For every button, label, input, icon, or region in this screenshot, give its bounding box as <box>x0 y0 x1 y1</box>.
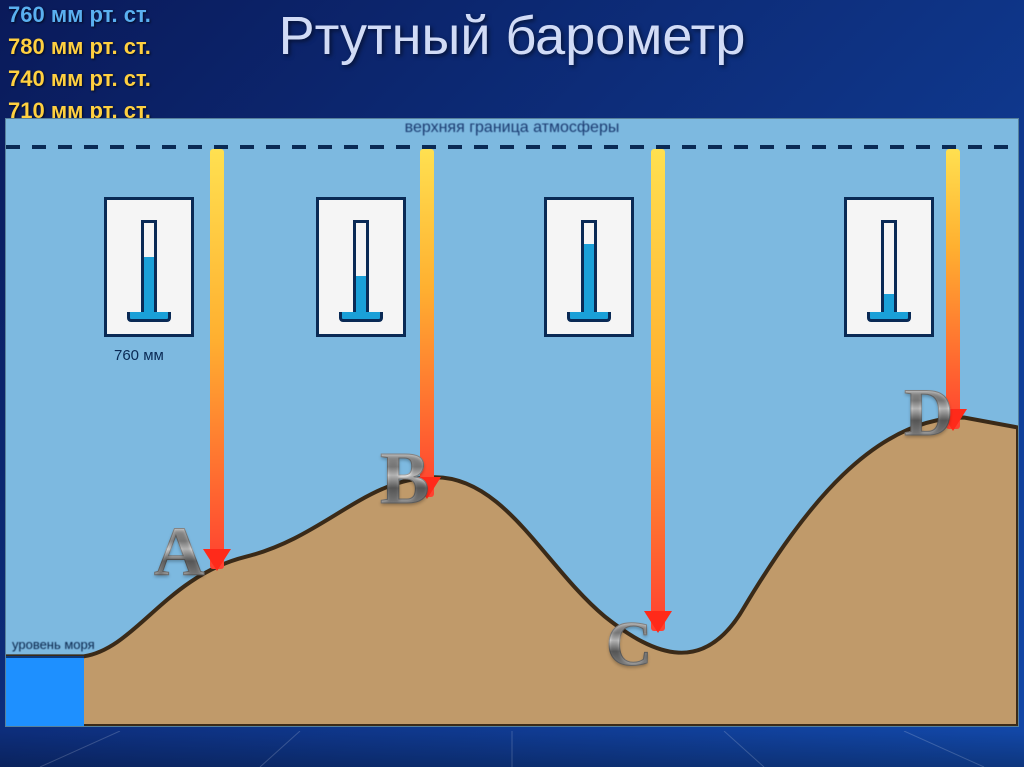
pressure-arrow-C <box>651 149 665 631</box>
list-item[interactable]: 760 мм рт. ст. <box>8 2 151 28</box>
barometer-D <box>844 197 934 337</box>
barometer-C <box>544 197 634 337</box>
barometer-B <box>316 197 406 337</box>
atmosphere-boundary-line <box>6 145 1018 149</box>
diagram-area: верхняя граница атмосферы уровень моря 7… <box>5 118 1019 727</box>
list-item[interactable]: 740 мм рт. ст. <box>8 66 151 92</box>
floor-reflection <box>0 731 1024 767</box>
sea-level-label: уровень моря <box>12 637 95 652</box>
point-label-A: A <box>154 513 205 593</box>
list-item[interactable]: 780 мм рт. ст. <box>8 34 151 60</box>
atmosphere-boundary-label: верхняя граница атмосферы <box>405 119 620 137</box>
point-label-B: B <box>380 437 429 522</box>
pressure-arrow-A <box>210 149 224 569</box>
barometer-A-value: 760 мм <box>114 347 164 364</box>
point-label-C: C <box>606 607 652 681</box>
barometer-A <box>104 197 194 337</box>
sea-area <box>6 656 84 726</box>
slide-title: Ртутный барометр <box>0 5 1024 67</box>
pressure-options-list: 760 мм рт. ст. 780 мм рт. ст. 740 мм рт.… <box>8 2 151 124</box>
point-label-D: D <box>904 373 953 452</box>
slide: Ртутный барометр 760 мм рт. ст. 780 мм р… <box>0 0 1024 767</box>
